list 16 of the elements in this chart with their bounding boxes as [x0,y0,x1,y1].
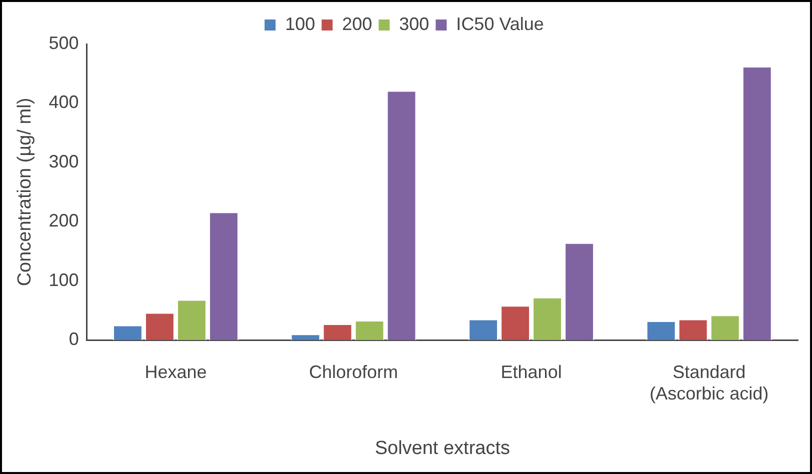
legend-label: 300 [399,14,430,34]
y-tick-label: 500 [48,32,79,53]
y-tick-label: 200 [48,210,79,231]
legend-label: IC50 Value [456,14,544,34]
y-tick-label: 100 [48,270,79,290]
y-axis-title: Concentration (µg/ ml) [14,98,36,286]
x-tick-label: Hexane [144,362,207,382]
x-tick-label: Standard (Ascorbic acid) [650,362,769,404]
x-tick-label: Ethanol [500,362,562,382]
x-tick-label: Chloroform [309,362,398,382]
legend-label: 100 [285,14,316,34]
y-tick-label: 300 [48,151,79,172]
x-axis-title: Solvent extracts [374,438,510,459]
legend-label: 200 [342,14,372,34]
y-tick-label: 0 [68,328,79,349]
y-tick-label: 400 [48,92,79,112]
